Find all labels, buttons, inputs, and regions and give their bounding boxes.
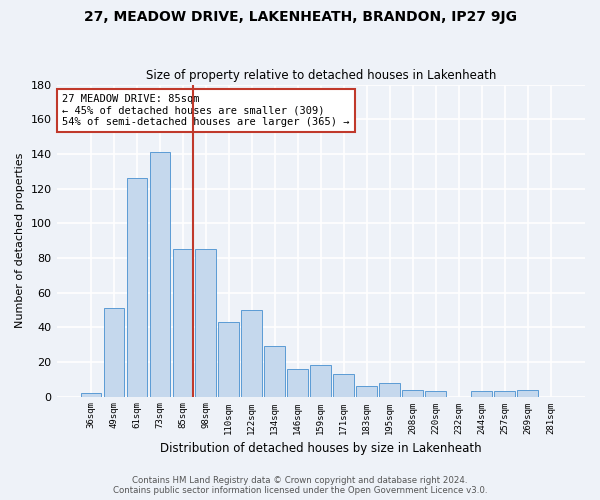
- Bar: [403, 390, 423, 396]
- Text: Contains HM Land Registry data © Crown copyright and database right 2024.
Contai: Contains HM Land Registry data © Crown c…: [113, 476, 487, 495]
- Bar: [173, 249, 193, 396]
- Bar: [334, 374, 354, 396]
- Title: Size of property relative to detached houses in Lakenheath: Size of property relative to detached ho…: [146, 69, 496, 82]
- Bar: [287, 369, 308, 396]
- Text: 27 MEADOW DRIVE: 85sqm
← 45% of detached houses are smaller (309)
54% of semi-de: 27 MEADOW DRIVE: 85sqm ← 45% of detached…: [62, 94, 349, 127]
- Bar: [379, 382, 400, 396]
- Bar: [265, 346, 285, 397]
- Bar: [196, 249, 216, 396]
- Bar: [149, 152, 170, 396]
- Bar: [241, 310, 262, 396]
- Bar: [517, 390, 538, 396]
- Bar: [127, 178, 147, 396]
- Bar: [472, 392, 492, 396]
- Bar: [356, 386, 377, 396]
- Bar: [425, 392, 446, 396]
- Bar: [104, 308, 124, 396]
- Bar: [218, 322, 239, 396]
- Bar: [494, 392, 515, 396]
- Bar: [80, 393, 101, 396]
- Bar: [310, 366, 331, 396]
- Y-axis label: Number of detached properties: Number of detached properties: [15, 153, 25, 328]
- X-axis label: Distribution of detached houses by size in Lakenheath: Distribution of detached houses by size …: [160, 442, 482, 455]
- Text: 27, MEADOW DRIVE, LAKENHEATH, BRANDON, IP27 9JG: 27, MEADOW DRIVE, LAKENHEATH, BRANDON, I…: [83, 10, 517, 24]
